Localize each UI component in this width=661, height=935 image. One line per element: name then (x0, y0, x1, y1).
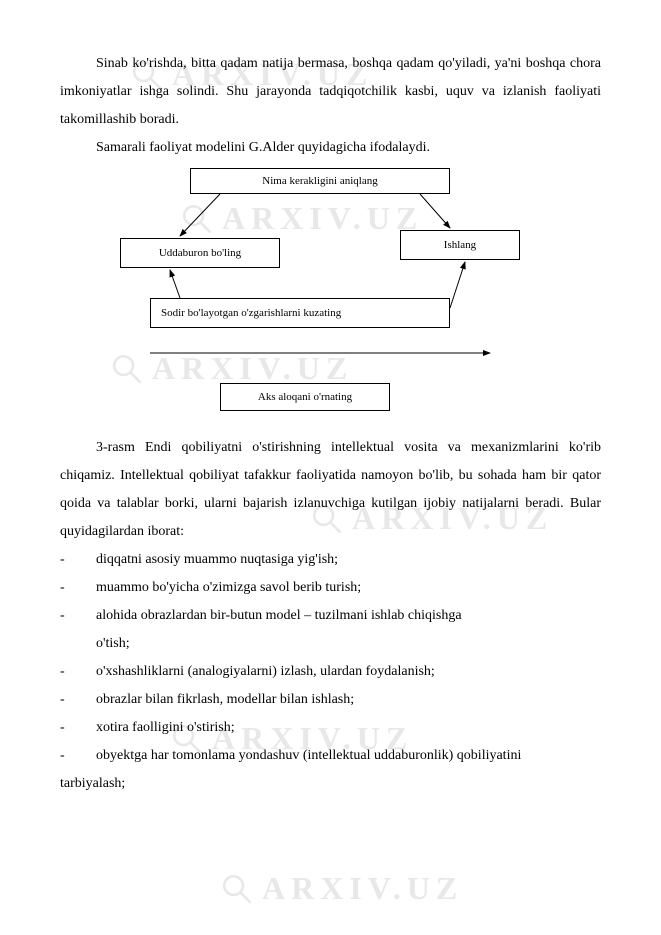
list-item-5: -obrazlar bilan fikrlash, modellar bilan… (60, 686, 601, 714)
paragraph-1: Sinab ko'rishda, bitta qadam natija berm… (60, 50, 601, 134)
list-item-2: -muammo bo'yicha o'zimizga savol berib t… (60, 574, 601, 602)
list-item-7: -obyektga har tomonlama yondashuv (intel… (60, 742, 601, 770)
list-item-3b: o'tish; (60, 630, 601, 658)
list-item-6: -xotira faolligini o'stirish; (60, 714, 601, 742)
flow-box-1: Nima kerakligini aniqlang (190, 168, 450, 194)
document-body: Sinab ko'rishda, bitta qadam natija berm… (60, 50, 601, 798)
list-item-4: -o'xshashliklarni (analogiyalarni) izlas… (60, 658, 601, 686)
flowchart: Nima kerakligini aniqlang Uddaburon bo'l… (120, 168, 580, 428)
flow-box-5: Aks aloqani o'rnating (220, 383, 390, 411)
flow-box-2: Uddaburon bo'ling (120, 238, 280, 268)
list-item-3: -alohida obrazlardan bir-butun model – t… (60, 602, 601, 630)
flow-box-3: Ishlang (400, 230, 520, 260)
flow-box-4: Sodir bo'layotgan o'zgarishlarni kuzatin… (150, 298, 450, 328)
paragraph-3: 3-rasm Endi qobiliyatni o'stirishning in… (60, 434, 601, 546)
paragraph-2: Samarali faoliyat modelini G.Alder quyid… (60, 134, 601, 162)
list-item-1: -diqqatni asosiy muammo nuqtasiga yig'is… (60, 546, 601, 574)
list-item-7b: tarbiyalash; (60, 770, 601, 798)
watermark: ARXIV.UZ (220, 870, 463, 907)
